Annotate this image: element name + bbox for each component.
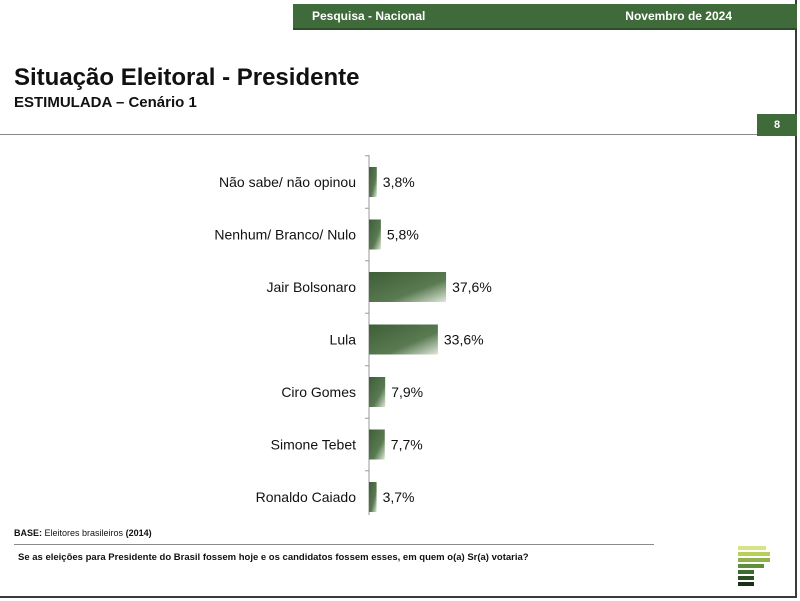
base-count: (2014) — [125, 528, 152, 538]
bar — [369, 324, 438, 355]
bar — [369, 377, 386, 407]
footer-divider — [14, 544, 654, 545]
survey-question: Se as eleições para Presidente do Brasil… — [18, 552, 529, 563]
data-label: 5,8% — [387, 227, 419, 243]
bar — [369, 272, 447, 302]
data-label: 3,7% — [383, 489, 415, 505]
category-label: Não sabe/ não opinou — [219, 174, 356, 190]
category-label: Ronaldo Caiado — [256, 489, 357, 505]
bar — [369, 219, 381, 250]
base-text: Eleitores brasileiros — [44, 528, 124, 538]
category-label: Simone Tebet — [271, 437, 356, 453]
base-note: BASE: Eleitores brasileiros (2014) — [14, 528, 152, 538]
data-label: 3,8% — [383, 174, 415, 190]
bar — [369, 429, 385, 460]
category-label: Jair Bolsonaro — [267, 279, 357, 295]
category-label: Lula — [330, 332, 357, 348]
survey-name: Pesquisa - Nacional — [312, 9, 426, 23]
bar — [369, 167, 377, 197]
data-label: 37,6% — [452, 279, 492, 295]
data-label: 7,7% — [391, 437, 423, 453]
header-bar: Pesquisa - Nacional Novembro de 2024 — [293, 4, 797, 30]
page-number: 8 — [757, 114, 797, 136]
base-label: BASE: — [14, 528, 43, 538]
data-label: 7,9% — [391, 384, 423, 400]
brand-logo-icon — [738, 546, 770, 586]
survey-date: Novembro de 2024 — [625, 9, 732, 23]
bar-chart: Não sabe/ não opinou 3,8% Nenhum/ Branco/ … — [214, 155, 492, 515]
page-subtitle: ESTIMULADA – Cenário 1 — [14, 94, 197, 111]
category-label: Nenhum/ Branco/ Nulo — [214, 227, 356, 243]
data-label: 33,6% — [444, 332, 484, 348]
page-title: Situação Eleitoral - Presidente — [14, 64, 360, 91]
category-label: Ciro Gomes — [281, 384, 356, 400]
title-divider — [0, 134, 758, 135]
bar — [369, 482, 377, 512]
